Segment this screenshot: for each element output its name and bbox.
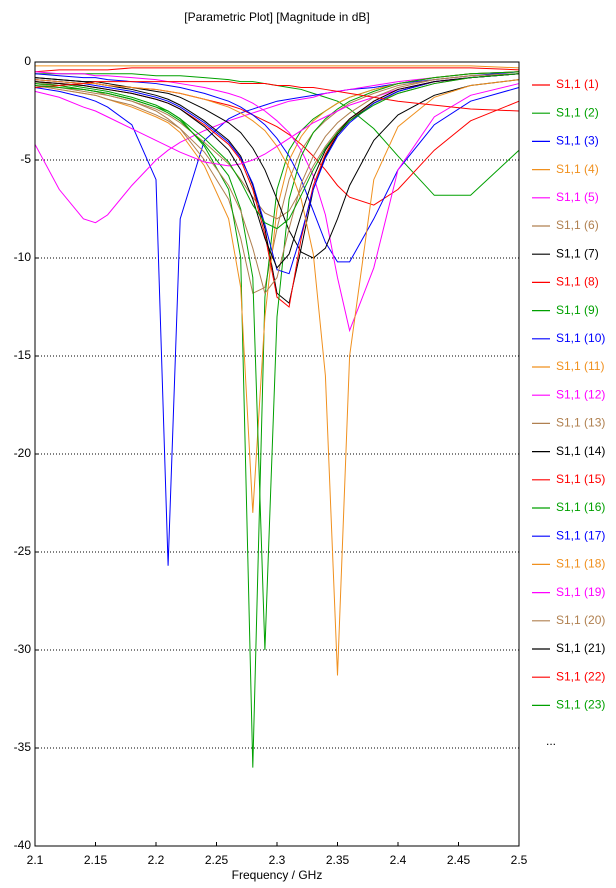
series-line	[34, 73, 520, 275]
series-line	[34, 73, 520, 263]
x-tick-label: 2.5	[511, 853, 528, 867]
legend-label: S1,1 (16)	[556, 500, 605, 514]
legend-label: S1,1 (11)	[556, 359, 604, 373]
legend-label: S1,1 (2)	[556, 105, 599, 119]
x-axis-label: Frequency / GHz	[232, 868, 323, 882]
series-line	[34, 71, 520, 768]
legend-label: S1,1 (23)	[556, 698, 605, 712]
legend-label: S1,1 (9)	[556, 303, 599, 317]
x-tick-label: 2.25	[205, 853, 229, 867]
legend-more: ...	[546, 734, 556, 748]
legend-label: S1,1 (7)	[556, 246, 599, 260]
legend-label: S1,1 (15)	[556, 472, 605, 486]
x-tick-label: 2.15	[84, 853, 108, 867]
legend-label: S1,1 (1)	[556, 77, 599, 91]
legend-label: S1,1 (8)	[556, 275, 599, 289]
y-tick-label: -5	[20, 152, 31, 166]
y-tick-label: -25	[14, 544, 32, 558]
x-tick-label: 2.45	[447, 853, 471, 867]
legend-label: S1,1 (13)	[556, 416, 605, 430]
series-line	[34, 73, 520, 269]
series-line	[35, 73, 520, 196]
legend-label: S1,1 (4)	[556, 162, 599, 176]
legend: S1,1 (1) S1,1 (2) S1,1 (3) S1,1 (4) S1,1 (5)…	[532, 77, 605, 748]
legend-label: S1,1 (21)	[556, 641, 605, 655]
series-line	[34, 71, 520, 224]
series-line	[34, 73, 520, 230]
legend-label: S1,1 (5)	[556, 190, 599, 204]
legend-label: S1,1 (6)	[556, 218, 599, 232]
legend-label: S1,1 (10)	[556, 331, 605, 345]
series-line	[34, 73, 520, 295]
series-line	[34, 73, 520, 167]
x-tick-label: 2.35	[326, 853, 350, 867]
series-line	[34, 79, 520, 676]
y-tick-label: -40	[14, 838, 32, 852]
legend-label: S1,1 (19)	[556, 585, 605, 599]
chart-title: [Parametric Plot] [Magnitude in dB]	[184, 10, 369, 24]
legend-label: S1,1 (3)	[556, 134, 599, 148]
axes: 0 -5 -10 -15 -20 -25 -30 -35 -402.1 2.15 2.2 2.25 2.…	[14, 54, 528, 867]
series-line	[34, 71, 520, 333]
y-tick-label: -30	[14, 642, 32, 656]
legend-label: S1,1 (20)	[556, 613, 605, 627]
legend-label: S1,1 (12)	[556, 387, 605, 401]
series-line	[35, 65, 520, 69]
y-tick-label: -15	[14, 348, 32, 362]
series-line	[34, 81, 520, 112]
lines	[34, 65, 520, 768]
legend-label: S1,1 (22)	[556, 669, 605, 683]
y-tick-label: -35	[14, 740, 32, 754]
x-tick-label: 2.1	[27, 853, 44, 867]
x-tick-label: 2.3	[269, 853, 286, 867]
series-line	[34, 79, 520, 206]
y-tick-label: -10	[14, 250, 32, 264]
x-tick-label: 2.4	[390, 853, 407, 867]
series-line	[34, 77, 520, 259]
y-tick-label: -20	[14, 446, 32, 460]
series-line	[34, 67, 520, 73]
legend-label: S1,1 (17)	[556, 528, 605, 542]
y-tick-label: 0	[24, 54, 31, 68]
x-tick-label: 2.2	[148, 853, 165, 867]
legend-label: S1,1 (18)	[556, 557, 605, 571]
series-line	[34, 71, 520, 651]
legend-label: S1,1 (14)	[556, 444, 605, 458]
grid	[35, 61, 519, 847]
